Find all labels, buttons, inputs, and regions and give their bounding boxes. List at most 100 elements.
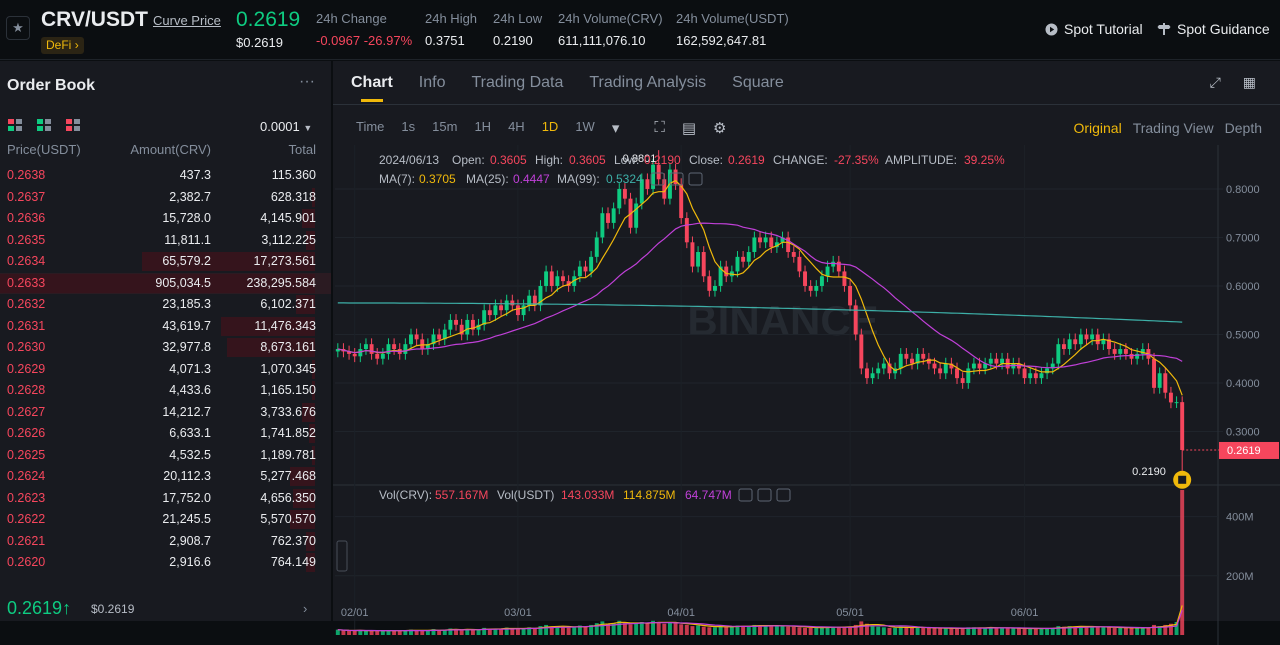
candle-body (803, 271, 808, 286)
row-total: 764.149 (270, 555, 316, 569)
settings-gear-icon[interactable]: ⚙ (713, 120, 727, 137)
volume-bar (1045, 628, 1050, 635)
order-book-row[interactable]: 0.2637 2,382.7 628.318 (0, 187, 331, 208)
candle-body (538, 285, 543, 306)
volume-bar (769, 626, 774, 635)
settings-icon (669, 172, 684, 186)
order-book-row[interactable]: 0.2638 437.3 115.360 (0, 165, 331, 186)
candle-body (1050, 363, 1055, 369)
candle-body (335, 349, 340, 352)
candle-body (690, 242, 695, 267)
order-book-row[interactable]: 0.2631 43,619.7 11,476.343 (0, 316, 331, 337)
candle-body (1152, 358, 1157, 388)
interval-1s[interactable]: 1s (401, 119, 416, 134)
vol-settings-icon (757, 488, 772, 502)
interval-1d[interactable]: 1D (541, 119, 559, 134)
both-sides-view-icon[interactable] (8, 119, 22, 131)
volume-bar (910, 627, 914, 635)
order-book-row[interactable]: 0.2636 15,728.0 4,145.901 (0, 208, 331, 229)
legend-ma99-label: MA(99): (557, 172, 600, 186)
spot-tutorial-link[interactable]: Spot Tutorial (1045, 21, 1143, 37)
tab-info[interactable]: Info (418, 74, 446, 91)
interval-4h[interactable]: 4H (508, 119, 525, 134)
volume-bar (1129, 627, 1134, 635)
favorite-star-icon[interactable]: ★ (6, 16, 30, 40)
order-book-row[interactable]: 0.2622 21,245.5 5,570.570 (0, 509, 331, 530)
view-original[interactable]: Original (1073, 120, 1122, 136)
asks-only-view-icon[interactable] (66, 119, 80, 131)
volume-bar (515, 629, 520, 635)
price-chart[interactable]: BINANCE 0.80000.70000.60000.50000.40000.… (333, 145, 1280, 645)
chart-template-icon[interactable]: ▤ (681, 120, 697, 137)
order-book-row[interactable]: 0.2630 32,977.8 8,673.161 (0, 337, 331, 358)
fullscreen-icon[interactable]: ⤢ (1209, 74, 1221, 90)
order-book-row[interactable]: 0.2635 11,811.1 3,112.225 (0, 230, 331, 251)
depth-bar (311, 381, 315, 400)
tab-trading-data[interactable]: Trading Data (471, 74, 564, 91)
candle-body (1033, 373, 1038, 379)
interval-1h[interactable]: 1H (474, 119, 492, 134)
tab-trading-analysis[interactable]: Trading Analysis (589, 74, 707, 91)
volume-bar (414, 630, 419, 635)
volume-bar (1135, 627, 1140, 635)
volume-bar (341, 630, 346, 635)
candle-body (1174, 402, 1179, 404)
chart-tabs: Chart Info Trading Data Trading Analysis Squ… (351, 74, 784, 102)
spot-guidance-link[interactable]: Spot Guidance (1157, 21, 1270, 37)
row-price: 0.2623 (7, 490, 46, 505)
more-options-icon[interactable]: ··· (299, 73, 315, 90)
depth-bar (226, 338, 315, 357)
interval-15m[interactable]: 15m (432, 119, 458, 134)
order-book-row[interactable]: 0.2626 6,633.1 1,741.852 (0, 423, 331, 444)
precision-select[interactable]: 0.0001 ▼ (260, 119, 312, 134)
view-trading-view[interactable]: Trading View (1132, 120, 1214, 136)
layout-grid-icon[interactable]: ▦ (1242, 74, 1256, 90)
volume-bar (363, 630, 368, 635)
row-price: 0.2633 (7, 275, 46, 290)
order-book-row[interactable]: 0.2629 4,071.3 1,070.345 (0, 359, 331, 380)
order-book-row[interactable]: 0.2628 4,433.6 1,165.150 (0, 380, 331, 401)
indicator-icon[interactable]: ⛶ (654, 119, 665, 136)
candle-body (724, 266, 729, 277)
more-intervals-icon[interactable]: ▾ (611, 120, 620, 137)
tab-square[interactable]: Square (732, 74, 784, 91)
order-book-row[interactable]: 0.2625 4,532.5 1,189.781 (0, 445, 331, 466)
chevron-right-icon[interactable]: › (303, 601, 308, 616)
order-book-row[interactable]: 0.2623 17,752.0 4,656.350 (0, 488, 331, 509)
interval-1w[interactable]: 1W (575, 119, 595, 134)
row-total: 5,570.570 (260, 512, 316, 526)
order-book-row[interactable]: 0.2624 20,112.3 5,277.468 (0, 466, 331, 487)
defi-tag[interactable]: DeFi › (41, 37, 84, 54)
volume-bar (622, 623, 627, 635)
bids-only-view-icon[interactable] (37, 119, 51, 131)
order-book-row[interactable]: 0.2620 2,916.6 764.149 (0, 552, 331, 573)
volume-bar (707, 627, 712, 635)
depth-bar (296, 295, 315, 314)
row-amount: 4,433.6 (169, 383, 211, 397)
legend-open-label: Open: (452, 153, 485, 167)
volume-bar (701, 626, 706, 635)
candle-body (634, 203, 639, 228)
order-book-row[interactable]: 0.2632 23,185.3 6,102.371 (0, 294, 331, 315)
volume-bar (1180, 489, 1185, 635)
candle-body (673, 169, 678, 185)
order-book-row[interactable]: 0.2633 905,034.5 238,295.584 (0, 272, 331, 294)
candle-body (859, 334, 864, 369)
row-amount: 14,212.7 (162, 404, 211, 419)
candle-body (988, 358, 993, 364)
candle-body (521, 305, 526, 316)
volume-bar (476, 629, 481, 635)
curve-price-link[interactable]: Curve Price (153, 13, 221, 28)
row-total: 8,673.161 (260, 340, 316, 354)
interval-time[interactable]: Time (356, 119, 385, 134)
candle-body (943, 363, 948, 374)
depth-bar (289, 510, 315, 529)
row-amount: 65,579.2 (162, 254, 211, 268)
tab-chart[interactable]: Chart (351, 74, 393, 102)
order-book-row[interactable]: 0.2621 2,908.7 762.370 (0, 531, 331, 552)
candle-body (515, 305, 520, 316)
order-book-row[interactable]: 0.2634 65,579.2 17,273.561 (0, 251, 331, 272)
order-book-row[interactable]: 0.2627 14,212.7 3,733.676 (0, 402, 331, 423)
view-depth[interactable]: Depth (1224, 120, 1262, 136)
caret-down-icon: ▼ (303, 123, 313, 133)
